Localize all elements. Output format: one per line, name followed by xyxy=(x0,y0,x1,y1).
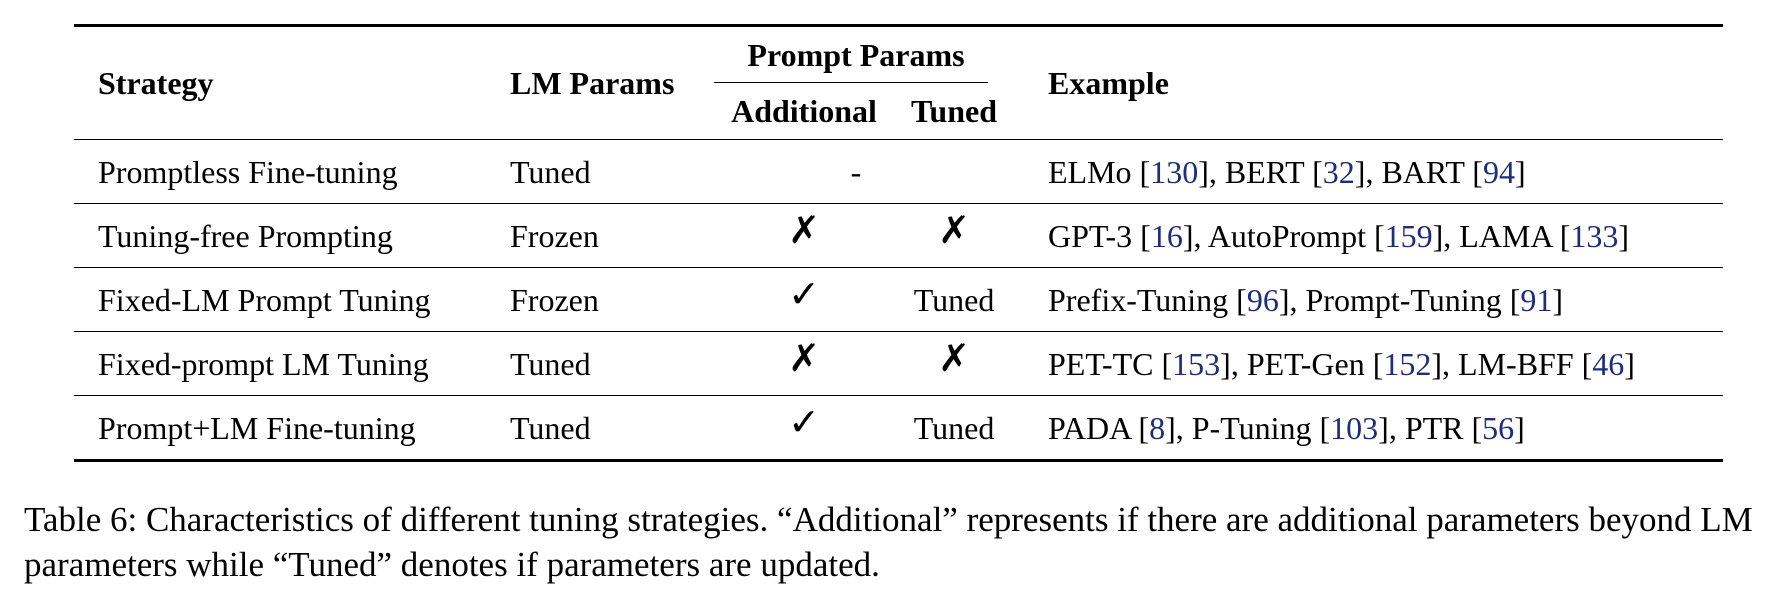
cell-additional: ✗ xyxy=(706,331,902,396)
citation-link[interactable]: 91 xyxy=(1520,281,1553,318)
cell-strategy: Fixed-LM Prompt Tuning xyxy=(74,267,502,332)
example-name: Prompt-Tuning xyxy=(1305,281,1502,318)
citation-link[interactable]: 96 xyxy=(1246,281,1279,318)
cell-tuned: Tuned xyxy=(902,395,1006,461)
example-name: PET-TC xyxy=(1048,345,1154,382)
tuning-strategies-table: Strategy LM Params Prompt Params Example… xyxy=(74,24,1723,462)
citation-link[interactable]: 8 xyxy=(1149,409,1166,446)
citation-link[interactable]: 133 xyxy=(1570,217,1619,254)
citation-link[interactable]: 152 xyxy=(1383,345,1432,382)
cross-mark-icon: ✗ xyxy=(938,207,970,252)
table-row: Fixed-LM Prompt Tuning Frozen ✓ Tuned Prefix… xyxy=(74,267,1723,332)
example-name: ELMo xyxy=(1048,153,1132,190)
example-name: AutoPrompt xyxy=(1207,217,1366,254)
header-lm-params: LM Params xyxy=(510,65,675,101)
cell-strategy: Prompt+LM Fine-tuning xyxy=(74,395,502,461)
cell-tuned: ✗ xyxy=(902,203,1006,268)
cell-tuned: ✗ xyxy=(902,331,1006,396)
cell-strategy: Promptless Fine-tuning xyxy=(74,139,502,204)
header-additional: Additional xyxy=(731,93,877,129)
table-row: Fixed-prompt LM Tuning Tuned ✗ ✗ PET-TC [153… xyxy=(74,331,1723,396)
example-name: GPT-3 xyxy=(1048,217,1133,254)
example-name: P-Tuning xyxy=(1191,409,1312,446)
cell-strategy: Fixed-prompt LM Tuning xyxy=(74,331,502,396)
header-group-rule xyxy=(714,82,988,83)
cell-examples: Prefix-Tuning [96], Prompt-Tuning [91] xyxy=(1006,267,1723,332)
check-mark-icon: ✓ xyxy=(788,399,820,444)
citation-link[interactable]: 94 xyxy=(1482,153,1515,190)
table-body: Promptless Fine-tuning Tuned - ELMo [130], … xyxy=(74,139,1723,461)
example-name: PADA xyxy=(1048,409,1131,446)
tuning-strategies-table-container: Strategy LM Params Prompt Params Example… xyxy=(74,24,1723,462)
cell-lm-params: Tuned xyxy=(502,139,706,204)
check-mark-icon: ✓ xyxy=(788,271,820,316)
cross-mark-icon: ✗ xyxy=(788,207,820,252)
citation-link[interactable]: 130 xyxy=(1150,153,1199,190)
cell-additional: ✓ xyxy=(706,395,902,461)
table-row: Tuning-free Prompting Frozen ✗ ✗ GPT-3 [16],… xyxy=(74,203,1723,268)
citation-link[interactable]: 32 xyxy=(1322,153,1355,190)
header-example: Example xyxy=(1048,65,1169,101)
cell-additional: ✓ xyxy=(706,267,902,332)
cell-examples: GPT-3 [16], AutoPrompt [159], LAMA [133] xyxy=(1006,203,1723,268)
header-prompt-params: Prompt Params xyxy=(706,26,1006,83)
example-name: LAMA xyxy=(1459,217,1552,254)
header-strategy: Strategy xyxy=(98,65,214,101)
table-row: Prompt+LM Fine-tuning Tuned ✓ Tuned PADA [8]… xyxy=(74,395,1723,461)
header-row-top: Strategy LM Params Prompt Params Example xyxy=(74,25,1723,99)
cell-lm-params: Frozen xyxy=(502,203,706,268)
cell-examples: PET-TC [153], PET-Gen [152], LM-BFF [46] xyxy=(1006,331,1723,396)
cross-mark-icon: ✗ xyxy=(938,335,970,380)
citation-link[interactable]: 153 xyxy=(1172,345,1221,382)
citation-link[interactable]: 46 xyxy=(1592,345,1625,382)
cell-lm-params: Tuned xyxy=(502,331,706,396)
header-tuned: Tuned xyxy=(911,93,997,129)
example-name: BERT xyxy=(1224,153,1305,190)
table-caption: Table 6: Characteristics of different tu… xyxy=(24,500,1762,584)
cell-prompt-params-merged: - xyxy=(706,139,1006,204)
citation-link[interactable]: 159 xyxy=(1384,217,1433,254)
example-name: LM-BFF xyxy=(1458,345,1574,382)
example-name: BART xyxy=(1381,153,1465,190)
citation-link[interactable]: 103 xyxy=(1330,409,1379,446)
cell-strategy: Tuning-free Prompting xyxy=(74,203,502,268)
cross-mark-icon: ✗ xyxy=(788,335,820,380)
header-prompt-params-label: Prompt Params xyxy=(747,37,965,73)
table-row: Promptless Fine-tuning Tuned - ELMo [130], … xyxy=(74,139,1723,204)
cell-examples: PADA [8], P-Tuning [103], PTR [56] xyxy=(1006,395,1723,461)
cell-additional: ✗ xyxy=(706,203,902,268)
example-name: Prefix-Tuning xyxy=(1048,281,1229,318)
citation-link[interactable]: 16 xyxy=(1150,217,1183,254)
cell-lm-params: Tuned xyxy=(502,395,706,461)
cell-tuned: Tuned xyxy=(902,267,1006,332)
cell-examples: ELMo [130], BERT [32], BART [94] xyxy=(1006,139,1723,204)
example-name: PTR xyxy=(1404,409,1464,446)
example-name: PET-Gen xyxy=(1246,345,1365,382)
cell-lm-params: Frozen xyxy=(502,267,706,332)
citation-link[interactable]: 56 xyxy=(1482,409,1515,446)
header-row-bottom: Additional Tuned xyxy=(74,83,1723,140)
